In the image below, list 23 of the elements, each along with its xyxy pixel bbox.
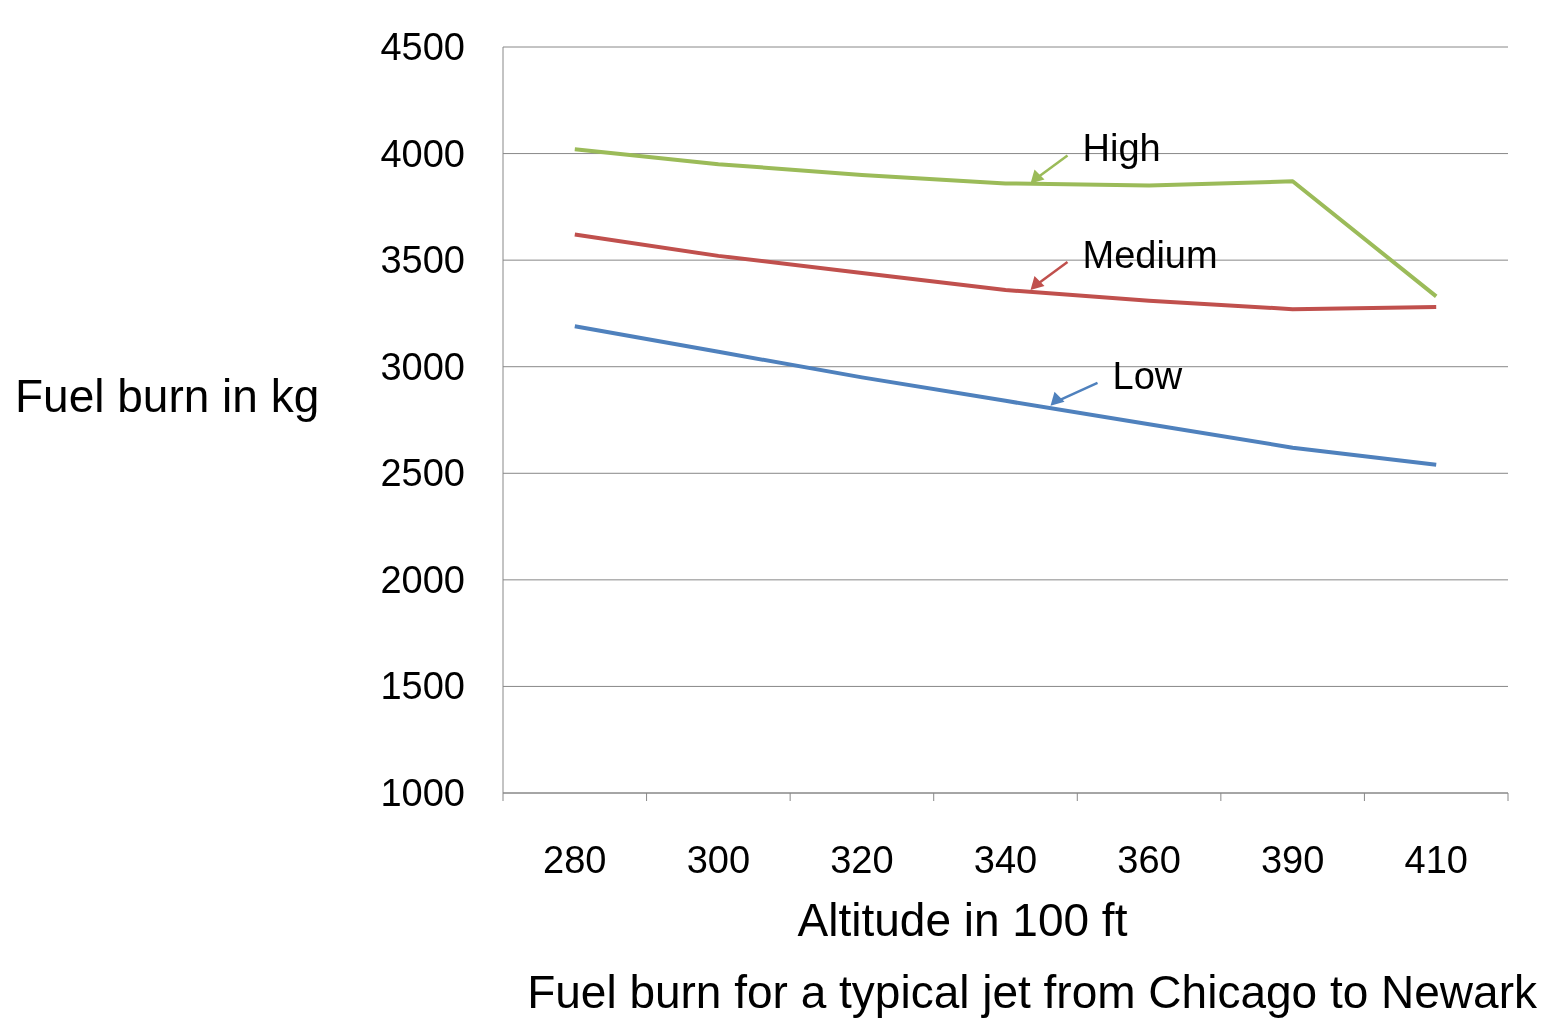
- text: Fuel burn for a typical jet from Chicago to Newark: [527, 966, 1538, 1018]
- x-tick-label: 320: [830, 839, 894, 881]
- y-tick-label: 1000: [380, 772, 465, 814]
- x-tick-label: 410: [1404, 839, 1468, 881]
- x-tick-label: 280: [543, 839, 607, 881]
- x-tick-label: 340: [973, 839, 1038, 881]
- x-tick-label: 300: [686, 839, 751, 881]
- y-tick-label: 3000: [380, 345, 465, 388]
- y-axis-title: Fuel burn in kg: [15, 370, 320, 422]
- line-series: [572, 324, 1439, 467]
- y-tick-label: 1500: [380, 665, 465, 708]
- y-tick-label: 4000: [380, 132, 465, 175]
- legend-label: Low: [1112, 354, 1183, 397]
- y-tick-label: 2500: [380, 452, 465, 495]
- x-tick-label: 360: [1117, 839, 1181, 881]
- x-tick-label: 390: [1260, 839, 1325, 881]
- x-axis-title: Altitude in 100 ft: [797, 894, 1128, 946]
- legend-label: High: [1082, 127, 1161, 170]
- line-series: [572, 232, 1439, 312]
- legend-label: Medium: [1082, 233, 1218, 276]
- y-tick-label: 2000: [380, 558, 465, 601]
- y-tick-label: 4500: [380, 26, 465, 68]
- y-tick-label: 3500: [380, 239, 465, 282]
